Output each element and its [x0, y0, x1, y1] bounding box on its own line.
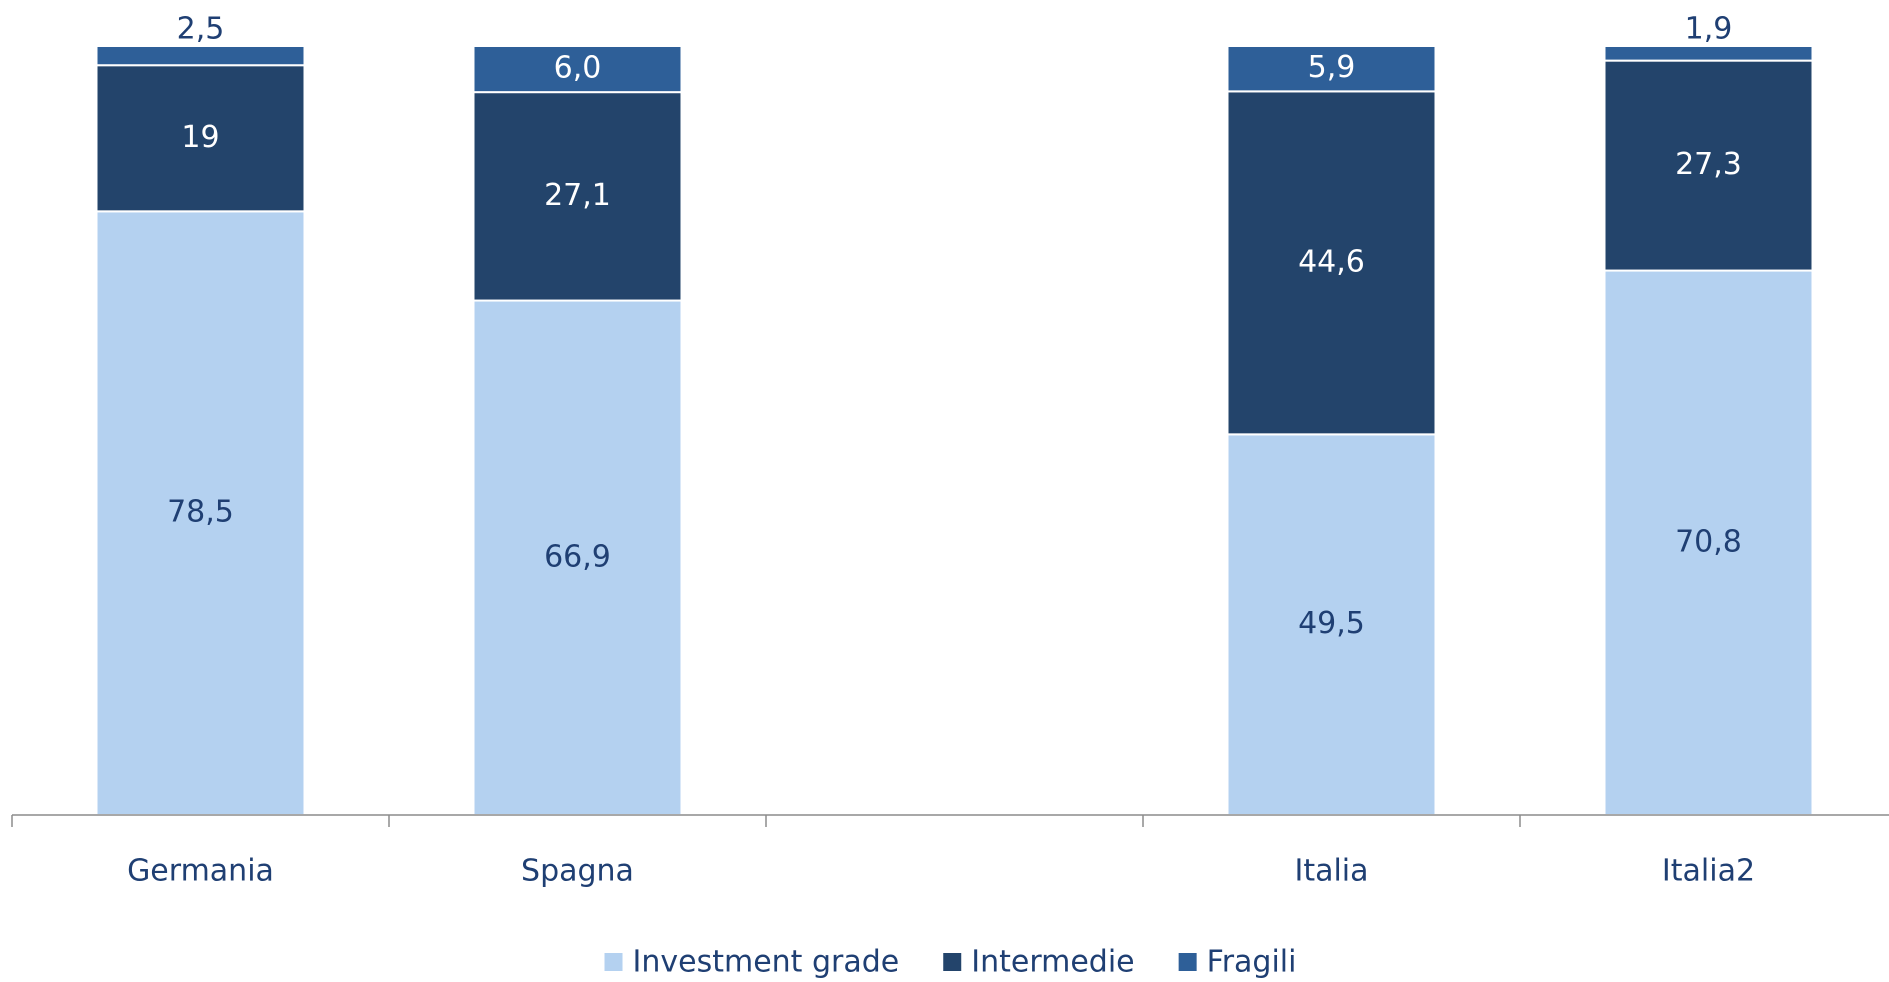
bar-segment	[1226, 45, 1437, 93]
data-label: 49,5	[1298, 606, 1365, 641]
x-tick-label: Spagna	[521, 854, 634, 889]
data-label: 19	[181, 120, 219, 155]
bar-segment	[472, 91, 683, 302]
data-label: 44,6	[1298, 244, 1365, 279]
bar-segment	[1226, 90, 1437, 436]
data-label: 66,9	[544, 539, 611, 574]
x-tick-label: Italia2	[1662, 854, 1755, 889]
data-label: 78,5	[167, 495, 234, 530]
bar-segment	[1603, 59, 1814, 272]
data-label: 5,9	[1308, 50, 1356, 85]
data-label: 27,1	[544, 178, 611, 213]
data-label: 27,3	[1675, 147, 1742, 182]
legend-label: Investment grade	[633, 945, 900, 980]
data-label: 2,5	[177, 12, 225, 47]
legend-swatch	[1178, 953, 1197, 971]
x-tick-label: Italia	[1294, 854, 1368, 889]
bar-segment	[1226, 433, 1437, 816]
data-label: 6,0	[554, 51, 602, 86]
data-label: 70,8	[1675, 524, 1742, 559]
bar-segment	[472, 45, 683, 94]
legend-label: Intermedie	[971, 945, 1134, 980]
bar-segment	[95, 64, 306, 213]
data-label: 1,9	[1685, 12, 1733, 47]
legend-swatch	[604, 953, 623, 971]
legend-label: Fragili	[1207, 945, 1297, 980]
legend-swatch	[943, 953, 962, 971]
x-tick-label: Germania	[127, 854, 274, 889]
bar-segment	[95, 45, 306, 67]
bar-segment	[1603, 45, 1814, 62]
bar-segment	[95, 210, 306, 816]
